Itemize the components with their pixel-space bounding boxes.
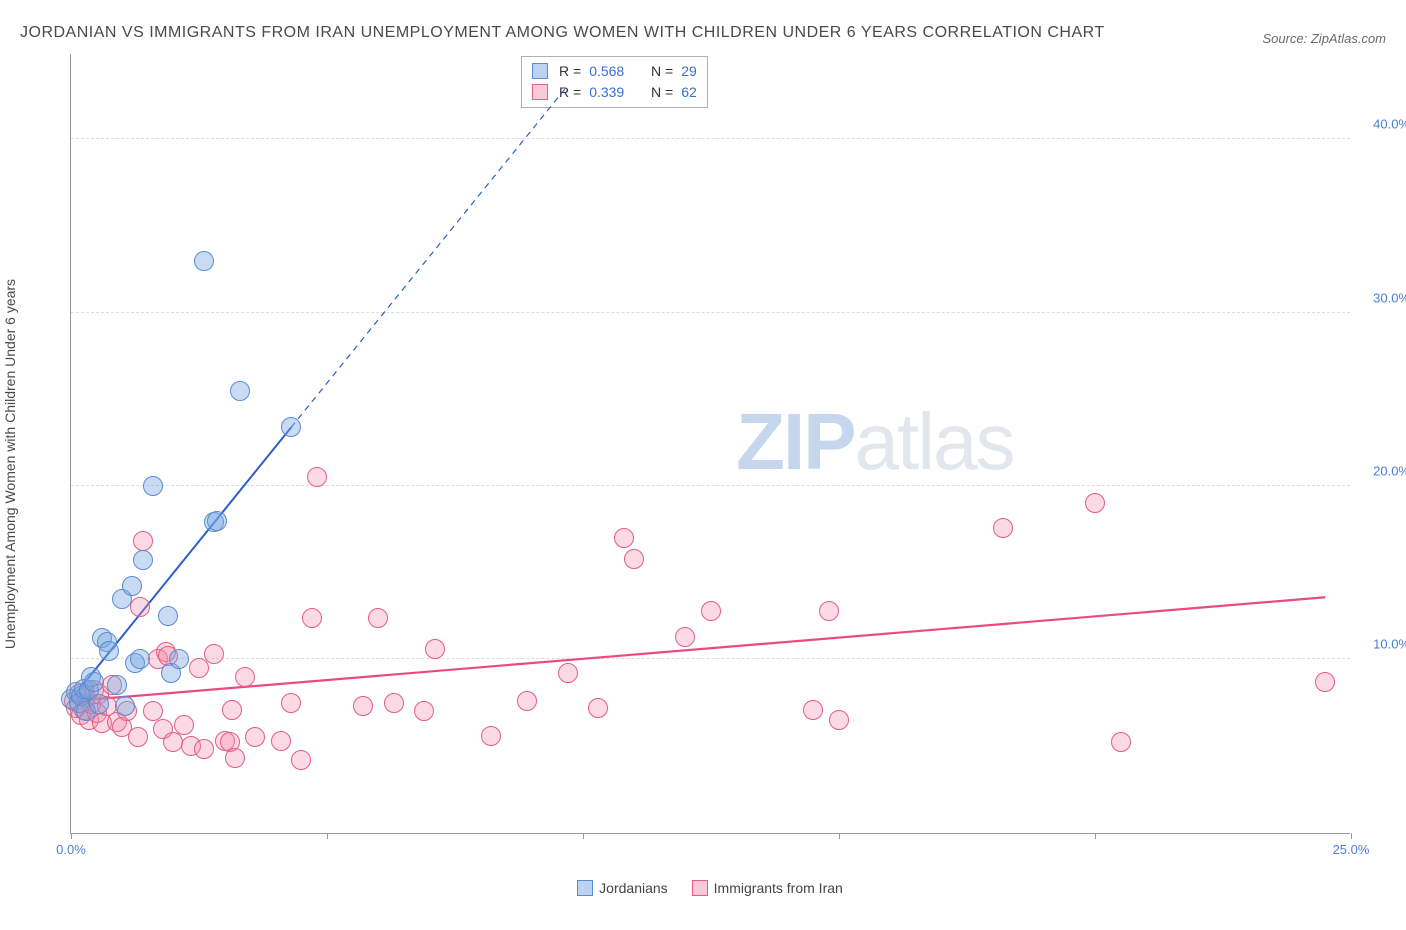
scatter-point [207,511,227,531]
scatter-point [281,417,301,437]
stat-r-value-1: 0.568 [589,61,624,82]
scatter-point [1111,732,1131,752]
scatter-point [803,700,823,720]
scatter-point [174,715,194,735]
xtick-label: 0.0% [56,842,86,857]
legend-label-2: Immigrants from Iran [714,880,843,896]
scatter-point [291,750,311,770]
xtick [839,833,840,839]
stats-row-2: R = 0.339 N = 62 [532,82,697,103]
scatter-point [235,667,255,687]
scatter-point [122,576,142,596]
scatter-point [829,710,849,730]
trendlines-svg [71,53,1351,833]
scatter-point [302,608,322,628]
chart-title: JORDANIAN VS IMMIGRANTS FROM IRAN UNEMPL… [20,20,1105,46]
xtick [583,833,584,839]
scatter-point [130,649,150,669]
xtick [1351,833,1352,839]
scatter-point [588,698,608,718]
scatter-point [133,550,153,570]
stat-n-value-1: 29 [681,61,697,82]
watermark-atlas: atlas [855,397,1014,486]
stat-r-label-1: R = [559,61,581,82]
scatter-point [993,518,1013,538]
stat-n-label-2: N = [651,82,673,103]
scatter-point [701,601,721,621]
scatter-point [558,663,578,683]
scatter-point [84,672,104,692]
xtick [1095,833,1096,839]
stat-n-label-1: N = [651,61,673,82]
scatter-point [624,549,644,569]
scatter-point [133,531,153,551]
scatter-point [169,649,189,669]
scatter-point [307,467,327,487]
scatter-point [1315,672,1335,692]
xtick [71,833,72,839]
scatter-point [204,644,224,664]
scatter-point [414,701,434,721]
gridline [71,312,1350,313]
xtick-label: 25.0% [1333,842,1370,857]
scatter-point [143,476,163,496]
scatter-point [194,251,214,271]
gridline [71,485,1350,486]
legend-item-1: Jordanians [577,880,668,896]
scatter-point [245,727,265,747]
scatter-point [99,641,119,661]
legend-swatch-blue [577,880,593,896]
plot-area: ZIPatlas R = 0.568 N = 29 R = 0.339 N = … [70,54,1350,834]
scatter-point [425,639,445,659]
scatter-point [481,726,501,746]
scatter-point [130,597,150,617]
scatter-point [222,700,242,720]
stats-swatch-pink [532,84,548,100]
scatter-point [368,608,388,628]
y-axis-label: Unemployment Among Women with Children U… [2,279,18,649]
scatter-point [189,658,209,678]
gridline [71,658,1350,659]
legend-swatch-pink [692,880,708,896]
ytick-label: 20.0% [1355,463,1406,478]
scatter-point [128,727,148,747]
stat-n-value-2: 62 [681,82,697,103]
stats-box: R = 0.568 N = 29 R = 0.339 N = 62 [521,56,708,108]
stats-swatch-blue [532,63,548,79]
ytick-label: 10.0% [1355,637,1406,652]
chart-container: Unemployment Among Women with Children U… [20,54,1386,874]
scatter-point [163,732,183,752]
watermark: ZIPatlas [736,396,1013,488]
ytick-label: 40.0% [1355,117,1406,132]
scatter-point [230,381,250,401]
scatter-point [158,606,178,626]
scatter-point [1085,493,1105,513]
legend-item-2: Immigrants from Iran [692,880,843,896]
scatter-point [353,696,373,716]
source-label: Source: ZipAtlas.com [1262,31,1386,46]
scatter-point [675,627,695,647]
stats-row-1: R = 0.568 N = 29 [532,61,697,82]
stat-r-label-2: R = [559,82,581,103]
scatter-point [614,528,634,548]
scatter-point [281,693,301,713]
stat-r-value-2: 0.339 [589,82,624,103]
ytick-label: 30.0% [1355,290,1406,305]
scatter-point [517,691,537,711]
scatter-point [89,694,109,714]
xtick [327,833,328,839]
legend: Jordanians Immigrants from Iran [70,880,1350,896]
scatter-point [271,731,291,751]
watermark-zip: ZIP [736,397,854,486]
scatter-point [384,693,404,713]
legend-label-1: Jordanians [599,880,668,896]
scatter-point [115,696,135,716]
scatter-point [194,739,214,759]
scatter-point [819,601,839,621]
gridline [71,138,1350,139]
scatter-point [107,675,127,695]
scatter-point [225,748,245,768]
